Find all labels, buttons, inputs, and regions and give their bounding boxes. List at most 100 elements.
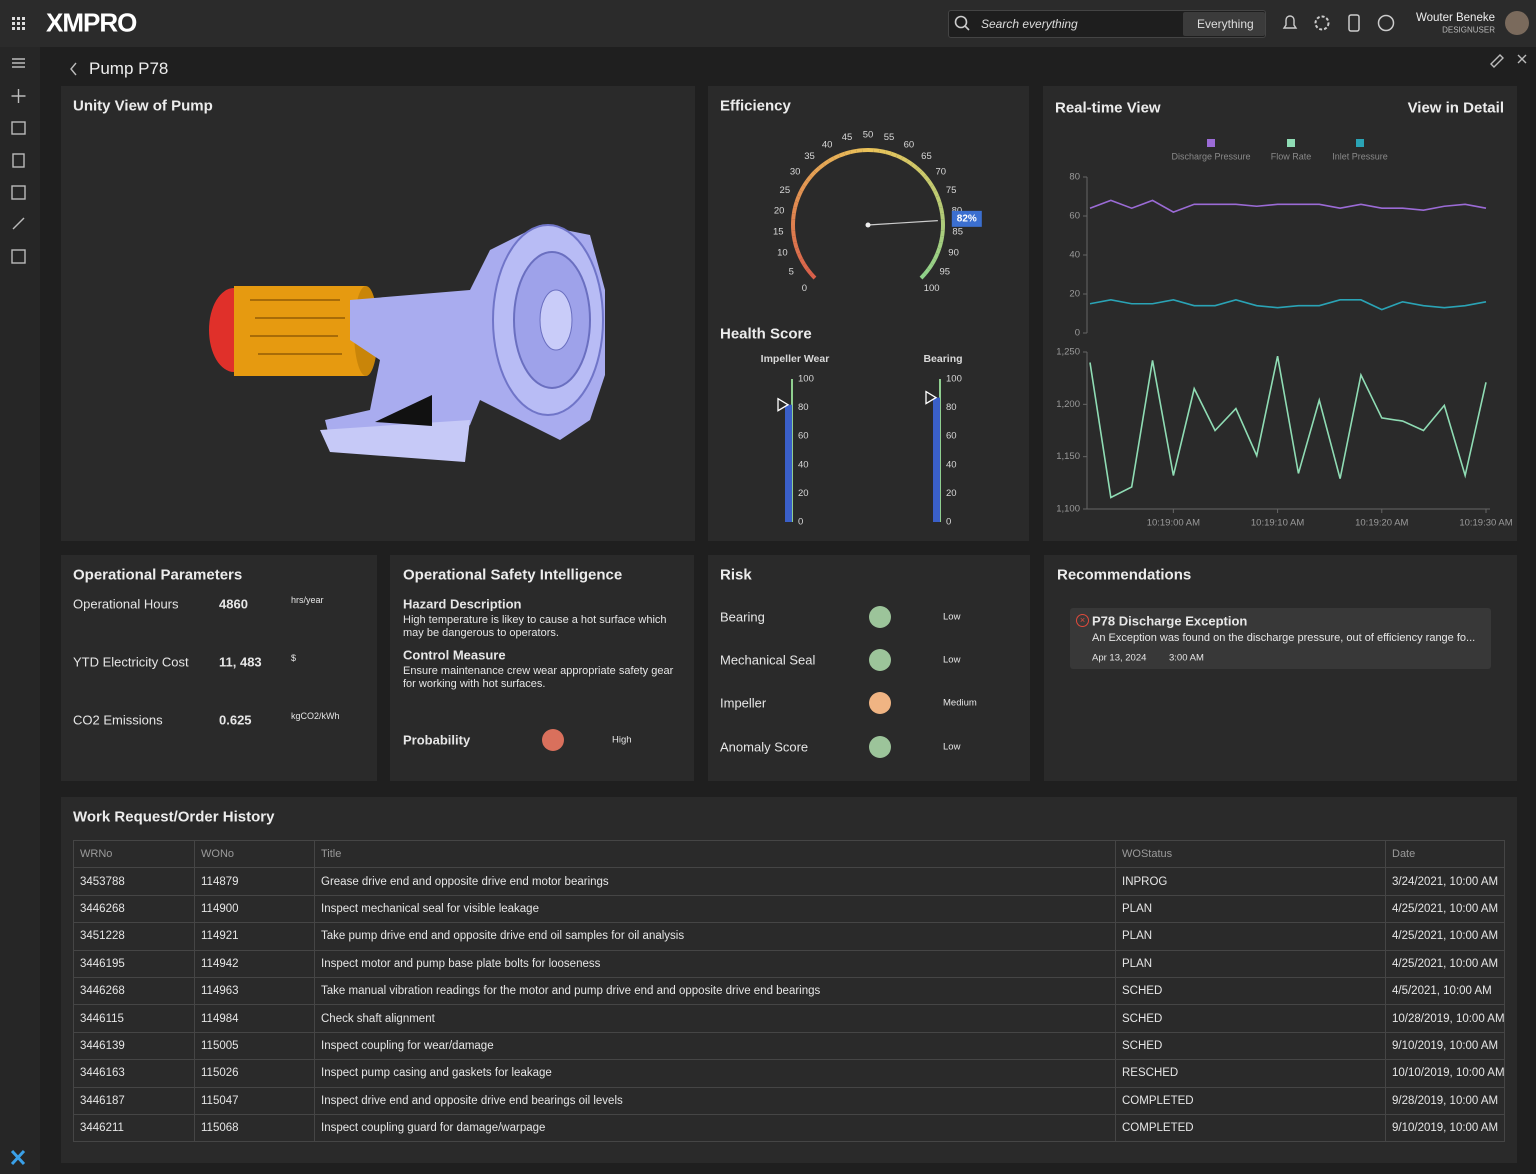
dot — [12, 27, 15, 30]
table-cell: 10/28/2019, 10:00 AM — [1386, 1005, 1505, 1032]
parameter-unit: kgCO2/kWh — [291, 711, 340, 721]
column-header[interactable]: WOStatus — [1116, 841, 1386, 868]
logo[interactable]: XMPRO — [46, 8, 136, 39]
control-heading: Control Measure — [403, 648, 506, 663]
table-cell: SCHED — [1116, 1032, 1386, 1059]
table-cell: Check shaft alignment — [315, 1005, 1116, 1032]
table-cell: 115047 — [195, 1087, 315, 1114]
hazard-heading: Hazard Description — [403, 597, 521, 612]
probability-indicator — [542, 729, 564, 751]
header-row: WRNoWONoTitleWOStatusDate — [74, 841, 1505, 868]
device-icon[interactable] — [1349, 15, 1359, 31]
table-row[interactable]: 3446115114984Check shaft alignmentSCHED1… — [74, 1005, 1505, 1032]
pump-model — [209, 225, 605, 462]
table-cell: PLAN — [1116, 895, 1386, 922]
nav-icon[interactable] — [12, 250, 25, 263]
table-row[interactable]: 3446211115068Inspect coupling guard for … — [74, 1114, 1505, 1141]
table-cell: 114942 — [195, 950, 315, 977]
help-icon[interactable] — [1379, 16, 1394, 31]
table-body: 3453788114879Grease drive end and opposi… — [74, 868, 1505, 1142]
back-icon[interactable] — [71, 63, 76, 75]
risk-indicator — [869, 649, 891, 671]
page-title: Pump P78 — [89, 59, 168, 79]
nav-icon[interactable] — [12, 122, 25, 134]
table-cell: 9/10/2019, 10:00 AM — [1386, 1032, 1505, 1059]
parameter-unit: hrs/year — [291, 595, 324, 605]
table-cell: 3446139 — [74, 1032, 195, 1059]
column-header[interactable]: WONo — [195, 841, 315, 868]
table-row[interactable]: 3446139115005Inspect coupling for wear/d… — [74, 1032, 1505, 1059]
add-icon[interactable] — [12, 89, 26, 103]
table-cell: 114984 — [195, 1005, 315, 1032]
risk-level: Medium — [943, 698, 977, 709]
nav-icon[interactable] — [12, 186, 25, 199]
pump-hub — [540, 290, 572, 350]
notifications-icon[interactable] — [1284, 16, 1296, 28]
table-row[interactable]: 3446163115026Inspect pump casing and gas… — [74, 1060, 1505, 1087]
parameter-value: 0.625 — [219, 713, 252, 728]
link-icon[interactable] — [13, 218, 24, 229]
table-cell: Grease drive end and opposite drive end … — [315, 868, 1116, 895]
table-cell: COMPLETED — [1116, 1114, 1386, 1141]
risk-level: Low — [943, 655, 960, 666]
table-cell: 114921 — [195, 923, 315, 950]
user-avatar[interactable] — [1505, 11, 1529, 35]
table-cell: 114963 — [195, 977, 315, 1004]
dot — [22, 17, 25, 20]
table-cell: Inspect coupling for wear/damage — [315, 1032, 1116, 1059]
dot — [17, 17, 20, 20]
brand-icon — [12, 1151, 24, 1164]
recommendation-title: P78 Discharge Exception — [1092, 614, 1247, 629]
recommendation-text: An Exception was found on the discharge … — [1092, 632, 1475, 644]
user-role: DESIGNUSER — [1442, 26, 1495, 35]
panel-title: Operational Parameters — [73, 567, 242, 584]
dot — [12, 22, 15, 25]
table-row[interactable]: 3451228114921Take pump drive end and opp… — [74, 923, 1505, 950]
column-header[interactable]: Date — [1386, 841, 1505, 868]
panel-title: Unity View of Pump — [73, 98, 213, 115]
table-cell: 4/25/2021, 10:00 AM — [1386, 950, 1505, 977]
close-icon[interactable] — [1518, 55, 1526, 63]
edit-icon[interactable] — [1491, 55, 1503, 67]
table-row[interactable]: 3446268114963Take manual vibration readi… — [74, 977, 1505, 1004]
risk-indicator — [869, 692, 891, 714]
table-cell: 115026 — [195, 1060, 315, 1087]
table-cell: 3446187 — [74, 1087, 195, 1114]
recommendation-date: Apr 13, 2024 — [1092, 653, 1146, 664]
parameter-label: CO2 Emissions — [73, 713, 163, 728]
table-cell: 9/10/2019, 10:00 AM — [1386, 1114, 1505, 1141]
search-placeholder: Search everything — [981, 17, 1078, 31]
panel-title: Health Score — [720, 326, 812, 343]
search-icon — [956, 17, 967, 28]
settings-icon[interactable] — [1316, 17, 1329, 30]
table-cell: Inspect motor and pump base plate bolts … — [315, 950, 1116, 977]
panel-title: Real-time View — [1055, 100, 1161, 117]
table-cell: 3451228 — [74, 923, 195, 950]
app-menu-icon[interactable] — [12, 17, 25, 30]
menu-icon[interactable] — [12, 59, 25, 67]
table-cell: 4/25/2021, 10:00 AM — [1386, 923, 1505, 950]
column-header[interactable]: WRNo — [74, 841, 195, 868]
risk-label: Impeller — [720, 696, 766, 711]
user-name: Wouter Beneke — [1416, 12, 1495, 24]
table-cell: PLAN — [1116, 950, 1386, 977]
table-row[interactable]: 3446187115047Inspect drive end and oppos… — [74, 1087, 1505, 1114]
panel-title: Efficiency — [720, 98, 791, 115]
nav-icon[interactable] — [13, 154, 24, 167]
work-history-table: WRNoWONoTitleWOStatusDate3453788114879Gr… — [73, 840, 1505, 1142]
table-cell: Take pump drive end and opposite drive e… — [315, 923, 1116, 950]
hazard-text: High temperature is likey to cause a hot… — [403, 614, 683, 640]
probability-level: High — [612, 735, 632, 746]
table-cell: 3446268 — [74, 895, 195, 922]
table-cell: Inspect drive end and opposite drive end… — [315, 1087, 1116, 1114]
dot — [12, 17, 15, 20]
table-row[interactable]: 3453788114879Grease drive end and opposi… — [74, 868, 1505, 895]
table-row[interactable]: 3446195114942Inspect motor and pump base… — [74, 950, 1505, 977]
table-row[interactable]: 3446268114900Inspect mechanical seal for… — [74, 895, 1505, 922]
column-header[interactable]: Title — [315, 841, 1116, 868]
table-cell: INPROG — [1116, 868, 1386, 895]
risk-level: Low — [943, 742, 960, 753]
view-detail-link[interactable]: View in Detail — [1408, 100, 1504, 117]
table-cell: RESCHED — [1116, 1060, 1386, 1087]
